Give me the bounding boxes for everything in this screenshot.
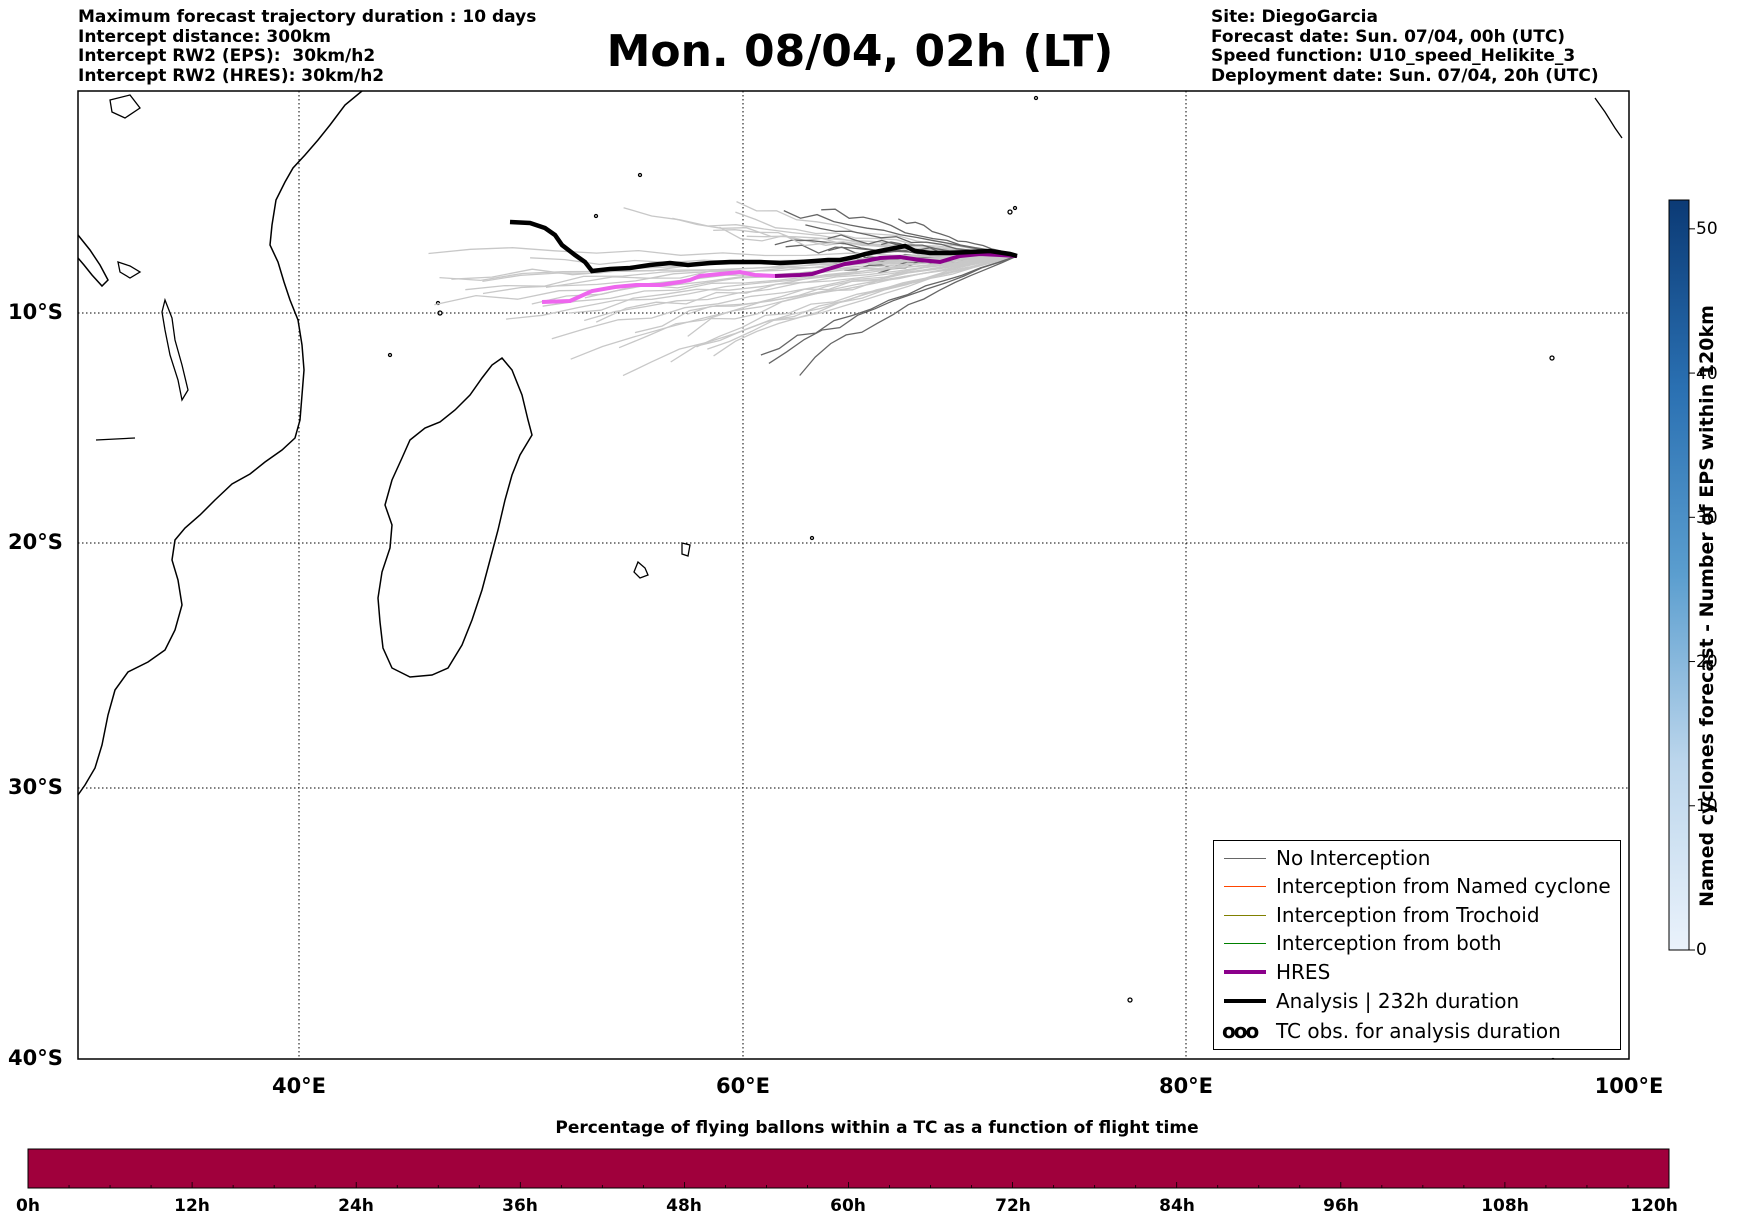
africa-coastline <box>78 91 363 796</box>
lon-label: 60°E <box>715 1074 771 1098</box>
legend-label: Interception from Named cyclone <box>1276 874 1611 898</box>
lat-label: 20°S <box>8 530 63 554</box>
lat-label: 10°S <box>8 300 63 324</box>
legend-label: HRES <box>1276 960 1331 984</box>
legend-swatch <box>1224 999 1266 1003</box>
eps-trajectory <box>783 210 1018 257</box>
right-colorbar-label: Named cyclones forecast - Number of EPS … <box>1696 305 1718 907</box>
analysis-trajectory <box>509 219 1018 274</box>
lat-label: 30°S <box>8 775 63 799</box>
bottom-colorbar-tick-label: 72h <box>995 1196 1031 1216</box>
legend-label: Interception from both <box>1276 931 1502 955</box>
eps-trajectory <box>622 255 1018 377</box>
legend-swatch <box>1224 858 1266 859</box>
lat-label: 40°S <box>8 1046 63 1070</box>
right-colorbar-tick-label: 40 <box>1696 364 1718 384</box>
header-left-line: Maximum forecast trajectory duration : 1… <box>78 7 537 27</box>
header-right-line: Forecast date: Sun. 07/04, 00h (UTC) <box>1211 26 1566 47</box>
header-right-line: Speed function: U10_speed_Helikite_3 <box>1211 46 1576 66</box>
eps-trajectory <box>736 201 1018 257</box>
legend-item: HRES <box>1214 960 1620 986</box>
eps-trajectory <box>623 207 1018 257</box>
legend-item: Interception from Trochoid <box>1214 903 1620 929</box>
africa-horn <box>78 234 109 288</box>
graticule <box>78 91 1629 1059</box>
legend-label: Analysis | 232h duration <box>1276 989 1520 1013</box>
bottom-colorbar-title: Percentage of flying ballons within a TC… <box>555 1118 1199 1138</box>
legend: No Interception Interception from Named … <box>1213 840 1621 1050</box>
legend-swatch <box>1224 886 1266 887</box>
map-title: Mon. 08/04, 02h (LT) <box>606 26 1114 77</box>
right-colorbar-tick-label: 50 <box>1696 219 1718 239</box>
eps-trajectory <box>634 255 1018 334</box>
eps-trajectory <box>768 255 1018 364</box>
eps-trajectory <box>545 255 1018 289</box>
bottom-colorbar-tick-label: 48h <box>666 1196 702 1216</box>
hres-trajectory <box>774 251 1018 278</box>
header-right-line: Deployment date: Sun. 07/04, 20h (UTC) <box>1211 65 1599 86</box>
bottom-colorbar <box>27 1148 1670 1189</box>
right-colorbar-ticks <box>1689 228 1695 951</box>
lon-label: 100°E <box>1594 1074 1664 1098</box>
legend-item: ooo TC obs. for analysis duration <box>1214 1019 1620 1045</box>
eps-trajectory <box>595 255 1018 323</box>
lon-label: 80°E <box>1158 1074 1214 1098</box>
eps-trajectory <box>707 255 1018 350</box>
eps-trajectory <box>713 255 1018 357</box>
header-right-line: Site: DiegoGarcia <box>1211 7 1378 27</box>
legend-item: Interception from both <box>1214 931 1620 957</box>
madagascar-coastline <box>377 356 533 678</box>
eps-trajectory <box>696 255 1018 348</box>
legend-item: No Interception <box>1214 846 1620 872</box>
eps-trajectory <box>799 255 1018 376</box>
eps-trajectory <box>687 255 1018 337</box>
right-colorbar-tick-label: 20 <box>1696 652 1718 672</box>
header-left-line: Intercept RW2 (HRES): 30km/h2 <box>78 65 385 86</box>
islands <box>95 94 1623 1059</box>
legend-label: TC obs. for analysis duration <box>1276 1019 1561 1043</box>
eps-trajectory <box>428 247 1018 257</box>
legend-label: No Interception <box>1276 846 1431 870</box>
right-colorbar-tick-label: 10 <box>1696 796 1718 816</box>
legend-swatch <box>1224 970 1266 974</box>
right-colorbar <box>1668 199 1690 951</box>
bottom-colorbar-tick-label: 36h <box>502 1196 538 1216</box>
legend-swatch <box>1224 943 1266 944</box>
bottom-colorbar-tick-label: 120h <box>1630 1196 1678 1216</box>
eps-trajectories <box>428 201 1018 377</box>
lon-label: 40°E <box>271 1074 327 1098</box>
bottom-colorbar-tick-label: 24h <box>338 1196 374 1216</box>
map-frame <box>77 90 1630 1060</box>
eps-trajectory <box>686 255 1018 315</box>
eps-trajectory <box>568 255 1018 314</box>
bottom-colorbar-tick-label: 0h <box>16 1196 40 1216</box>
bottom-colorbar-tick-label: 12h <box>174 1196 210 1216</box>
bottom-colorbar-tick-label: 84h <box>1159 1196 1195 1216</box>
header-right: Site: DiegoGarcia Forecast date: Sun. 07… <box>1211 7 1599 86</box>
bottom-colorbar-tick-label: 60h <box>830 1196 866 1216</box>
tc-symbol-icon: ooo <box>1222 1019 1259 1043</box>
legend-swatch <box>1224 915 1266 916</box>
legend-item: Interception from Named cyclone <box>1214 874 1620 900</box>
bottom-colorbar-tick-label: 108h <box>1481 1196 1529 1216</box>
bottom-colorbar-ticks <box>27 1182 1670 1188</box>
legend-item: Analysis | 232h duration <box>1214 989 1620 1015</box>
hres-light-trajectory <box>541 269 776 304</box>
header-left: Maximum forecast trajectory duration : 1… <box>78 7 537 86</box>
right-colorbar-tick-label: 30 <box>1696 508 1718 528</box>
header-left-line: Intercept RW2 (EPS): 30km/h2 <box>78 46 376 66</box>
header-left-line: Intercept distance: 300km <box>78 26 331 47</box>
legend-label: Interception from Trochoid <box>1276 903 1540 927</box>
bottom-colorbar-tick-label: 96h <box>1323 1196 1359 1216</box>
eps-trajectory <box>760 255 1018 356</box>
right-colorbar-tick-label: 0 <box>1696 940 1707 960</box>
